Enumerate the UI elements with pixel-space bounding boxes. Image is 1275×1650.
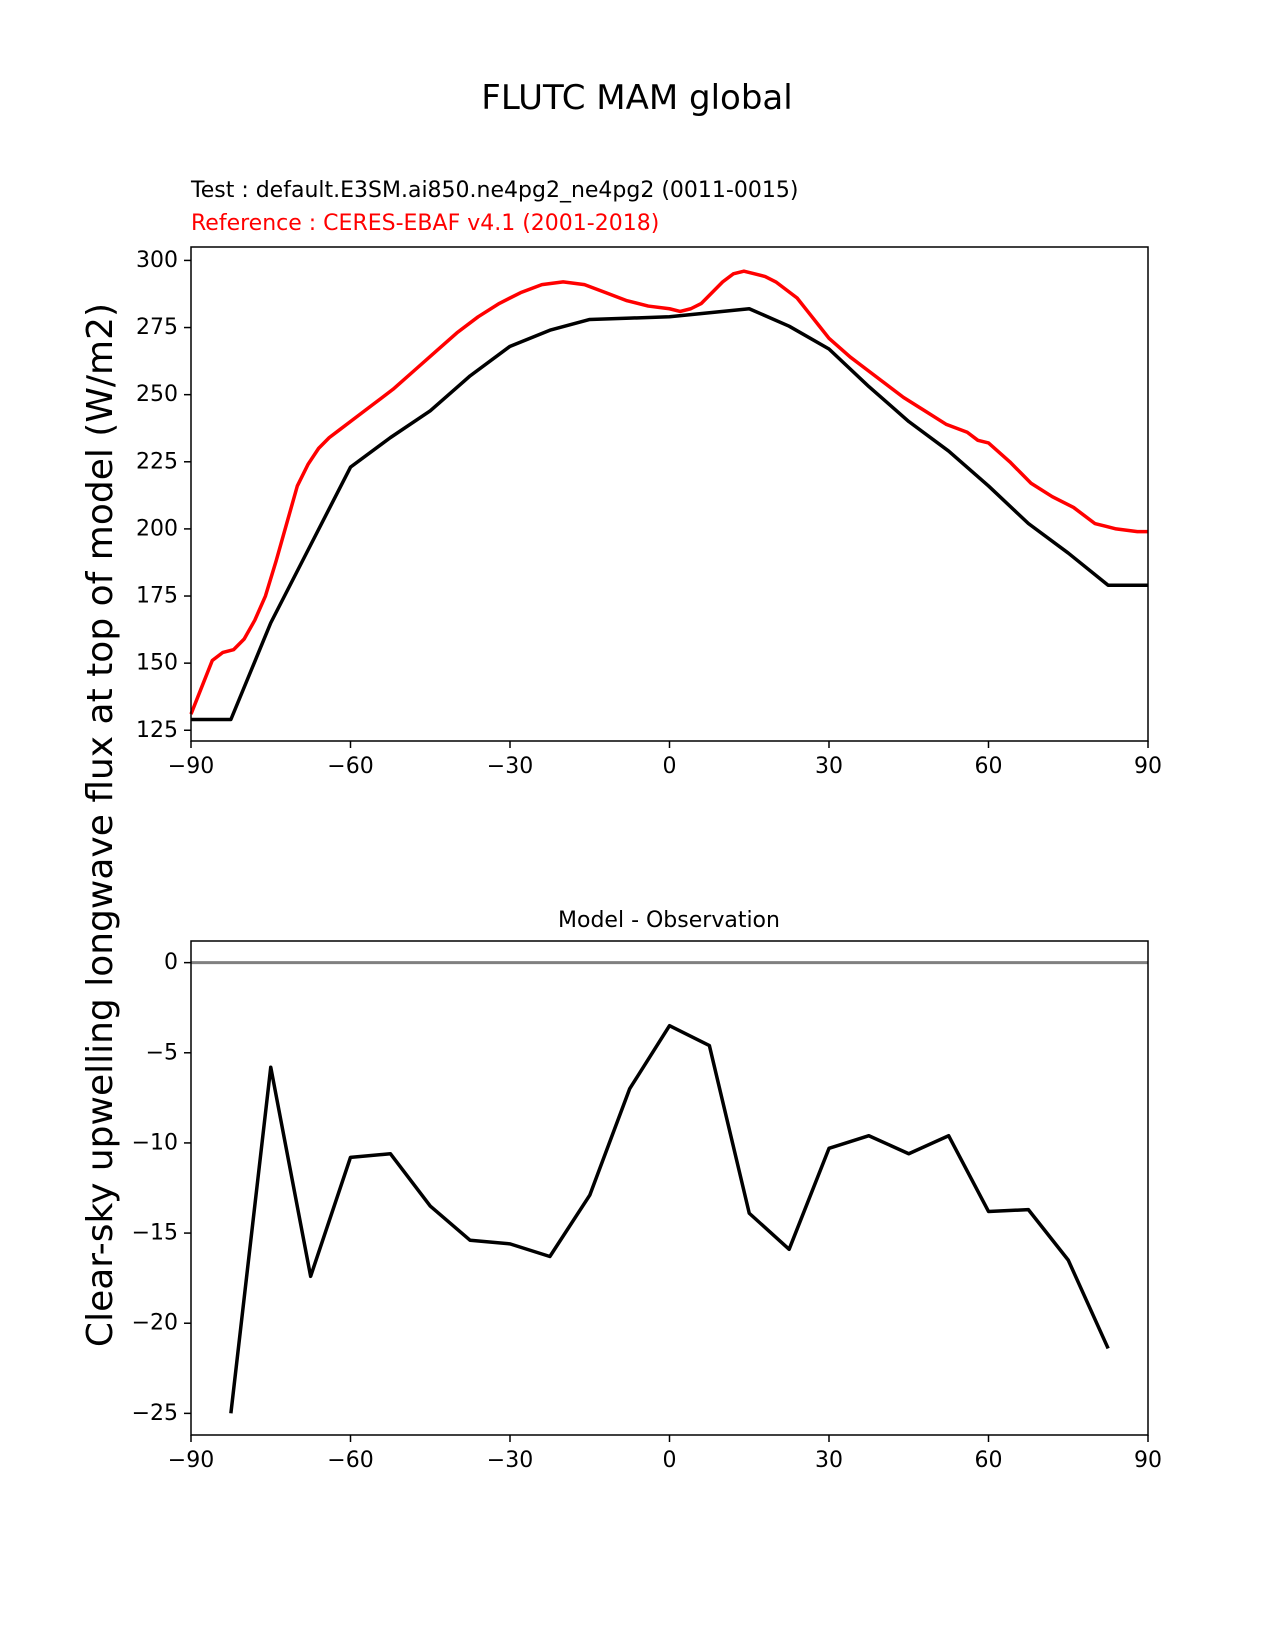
svg-text:60: 60 (975, 754, 1003, 779)
x-tick-60: 60 (975, 741, 1003, 779)
x-tick-30: 30 (815, 1435, 843, 1473)
svg-text:−10: −10 (132, 1130, 178, 1155)
x-tick-m60: −60 (327, 1435, 374, 1473)
x-tick-30: 30 (815, 741, 843, 779)
y-tick-200: 200 (136, 516, 191, 541)
bottom-plot-frame (190, 940, 1149, 1436)
x-tick-0: 0 (663, 741, 677, 779)
y-tick-275: 275 (136, 315, 191, 340)
y-tick-150: 150 (136, 651, 191, 676)
x-tick-0: 0 (663, 1435, 677, 1473)
svg-text:275: 275 (136, 315, 178, 340)
svg-text:0: 0 (663, 1448, 677, 1473)
difference-series-line (229, 1023, 1110, 1414)
x-tick-m90: −90 (168, 741, 214, 779)
reference-series-line (189, 269, 1148, 715)
top-plot-frame (190, 246, 1149, 742)
y-tick-125: 125 (136, 718, 191, 743)
y-tick-m10: −10 (132, 1130, 191, 1155)
x-tick-90: 90 (1134, 1435, 1162, 1473)
svg-text:0: 0 (663, 754, 677, 779)
svg-text:−90: −90 (168, 1448, 214, 1473)
svg-text:175: 175 (136, 584, 178, 609)
svg-text:−15: −15 (132, 1221, 178, 1246)
svg-text:90: 90 (1134, 754, 1162, 779)
y-tick-0: 0 (164, 950, 191, 975)
svg-text:60: 60 (975, 1448, 1003, 1473)
bottom-panel: 0 −5 −10 −15 −20 −25 −90 −60 −30 0 30 60… (132, 940, 1162, 1473)
subplot-title: Model - Observation (558, 908, 780, 933)
svg-text:150: 150 (136, 651, 178, 676)
svg-text:250: 250 (136, 382, 178, 407)
top-panel: 125 150 175 200 225 250 275 300 −90 −60 … (136, 246, 1162, 779)
svg-text:−60: −60 (327, 754, 373, 779)
y-tick-175: 175 (136, 584, 191, 609)
reference-label: Reference : CERES-EBAF v4.1 (2001-2018) (191, 211, 659, 236)
svg-text:225: 225 (136, 449, 178, 474)
top-plot-area (189, 269, 1148, 722)
y-tick-m25: −25 (132, 1401, 191, 1426)
top-x-ticks: −90 −60 −30 0 30 60 90 (168, 741, 1162, 779)
svg-text:200: 200 (136, 516, 178, 541)
x-tick-m30: −30 (487, 1435, 533, 1473)
x-tick-60: 60 (975, 1435, 1003, 1473)
svg-text:−30: −30 (487, 1448, 533, 1473)
svg-text:90: 90 (1134, 1448, 1162, 1473)
y-tick-300: 300 (136, 248, 191, 273)
svg-text:−20: −20 (132, 1311, 178, 1336)
svg-text:30: 30 (815, 754, 843, 779)
bottom-plot-area (191, 961, 1148, 1414)
test-label: Test : default.E3SM.ai850.ne4pg2_ne4pg2 … (190, 178, 798, 203)
svg-text:−30: −30 (487, 754, 533, 779)
y-tick-m20: −20 (132, 1311, 191, 1336)
y-axis-label: Clear-sky upwelling longwave flux at top… (80, 303, 121, 1347)
top-y-ticks: 125 150 175 200 225 250 275 300 (136, 248, 191, 743)
y-tick-225: 225 (136, 449, 191, 474)
svg-text:30: 30 (815, 1448, 843, 1473)
svg-text:−5: −5 (146, 1040, 178, 1065)
figure-title: FLUTC MAM global (481, 78, 792, 118)
x-tick-90: 90 (1134, 741, 1162, 779)
svg-text:−90: −90 (168, 754, 214, 779)
y-tick-m15: −15 (132, 1221, 191, 1246)
test-series-line (191, 307, 1148, 722)
svg-text:0: 0 (164, 950, 178, 975)
y-tick-250: 250 (136, 382, 191, 407)
bottom-x-ticks: −90 −60 −30 0 30 60 90 (168, 1435, 1162, 1473)
x-tick-m30: −30 (487, 741, 533, 779)
x-tick-m60: −60 (327, 741, 374, 779)
bottom-y-ticks: 0 −5 −10 −15 −20 −25 (132, 950, 191, 1426)
y-tick-m5: −5 (146, 1040, 191, 1065)
svg-text:−25: −25 (132, 1401, 178, 1426)
svg-text:300: 300 (136, 248, 178, 273)
x-tick-m90: −90 (168, 1435, 214, 1473)
svg-text:125: 125 (136, 718, 178, 743)
svg-text:−60: −60 (327, 1448, 373, 1473)
